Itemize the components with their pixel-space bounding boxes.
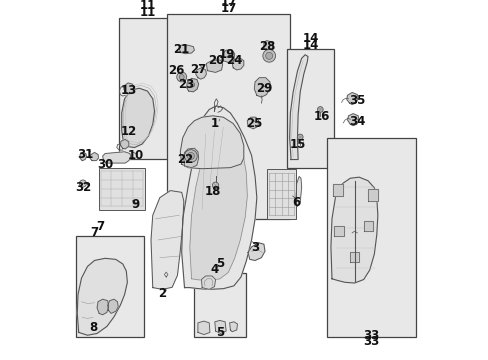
Polygon shape [214,320,225,333]
Text: 21: 21 [173,43,189,56]
Text: 19: 19 [218,48,235,61]
Bar [286,49,334,168]
Text: 27: 27 [190,63,206,76]
Polygon shape [333,184,343,196]
Circle shape [317,107,323,112]
Circle shape [297,134,303,140]
Text: 33: 33 [363,329,379,342]
Polygon shape [254,78,269,97]
Polygon shape [347,114,358,126]
Polygon shape [90,153,98,161]
Polygon shape [77,258,127,335]
Text: 9: 9 [131,198,140,211]
Text: 28: 28 [259,40,275,53]
Bar [99,168,145,210]
Bar [119,18,177,159]
Polygon shape [289,55,307,159]
Polygon shape [182,106,256,289]
Polygon shape [232,58,244,70]
Text: 22: 22 [177,153,193,166]
Bar [267,170,295,219]
Polygon shape [183,148,198,168]
Polygon shape [201,276,215,289]
Text: 6: 6 [292,197,300,210]
Text: 12: 12 [121,125,137,138]
Text: 1: 1 [210,117,218,130]
Text: 7: 7 [96,220,104,233]
Circle shape [187,153,194,159]
Text: 14: 14 [302,39,318,52]
Text: 18: 18 [204,185,221,198]
Polygon shape [330,177,377,283]
Polygon shape [179,45,194,54]
Text: 14: 14 [302,32,318,45]
Text: 7: 7 [90,226,98,239]
Circle shape [212,182,218,189]
Polygon shape [247,243,264,260]
Circle shape [79,180,86,187]
Polygon shape [295,176,301,207]
Circle shape [190,83,194,87]
Polygon shape [367,189,377,201]
Text: 35: 35 [348,94,365,107]
Polygon shape [349,252,358,262]
Text: 5: 5 [215,326,224,339]
Text: 29: 29 [255,82,271,95]
Polygon shape [123,83,134,94]
Circle shape [176,72,186,82]
Text: 34: 34 [348,115,365,128]
Polygon shape [80,153,86,161]
Bar [194,274,246,337]
Text: 30: 30 [97,158,113,171]
Text: 15: 15 [288,138,305,151]
Text: 4: 4 [210,264,218,276]
Text: 24: 24 [226,54,243,67]
Circle shape [179,75,184,80]
Text: 3: 3 [250,240,259,253]
Circle shape [184,150,197,162]
Text: 33: 33 [363,335,379,348]
Polygon shape [189,119,247,280]
Polygon shape [334,226,344,237]
Polygon shape [195,68,206,79]
Polygon shape [222,50,234,63]
Text: 5: 5 [215,257,224,270]
Text: 25: 25 [245,117,262,130]
Polygon shape [247,117,258,129]
Text: 31: 31 [78,148,94,161]
Text: 2: 2 [158,287,166,300]
Polygon shape [120,139,128,149]
Circle shape [263,49,275,62]
Text: 17: 17 [220,3,236,15]
Polygon shape [346,93,357,104]
Text: 8: 8 [89,321,98,334]
Polygon shape [264,41,273,49]
Polygon shape [97,299,108,315]
Polygon shape [151,190,183,289]
Polygon shape [180,116,244,169]
Text: 20: 20 [208,54,224,67]
Text: 17: 17 [220,0,236,9]
Polygon shape [186,78,198,92]
Circle shape [265,52,272,59]
Text: 26: 26 [168,64,184,77]
Text: 23: 23 [178,77,194,90]
Bar [166,14,290,219]
Text: 11: 11 [139,0,155,12]
Text: 16: 16 [313,110,329,123]
Polygon shape [198,321,209,334]
Text: 13: 13 [121,84,137,96]
Polygon shape [206,60,222,72]
Polygon shape [107,299,118,313]
Bar [76,237,143,337]
Bar [327,138,415,337]
Polygon shape [229,322,237,332]
Text: 11: 11 [139,6,155,19]
Polygon shape [102,152,131,163]
Polygon shape [122,88,154,148]
Polygon shape [364,221,372,231]
Text: 32: 32 [75,181,91,194]
Text: 10: 10 [128,149,144,162]
